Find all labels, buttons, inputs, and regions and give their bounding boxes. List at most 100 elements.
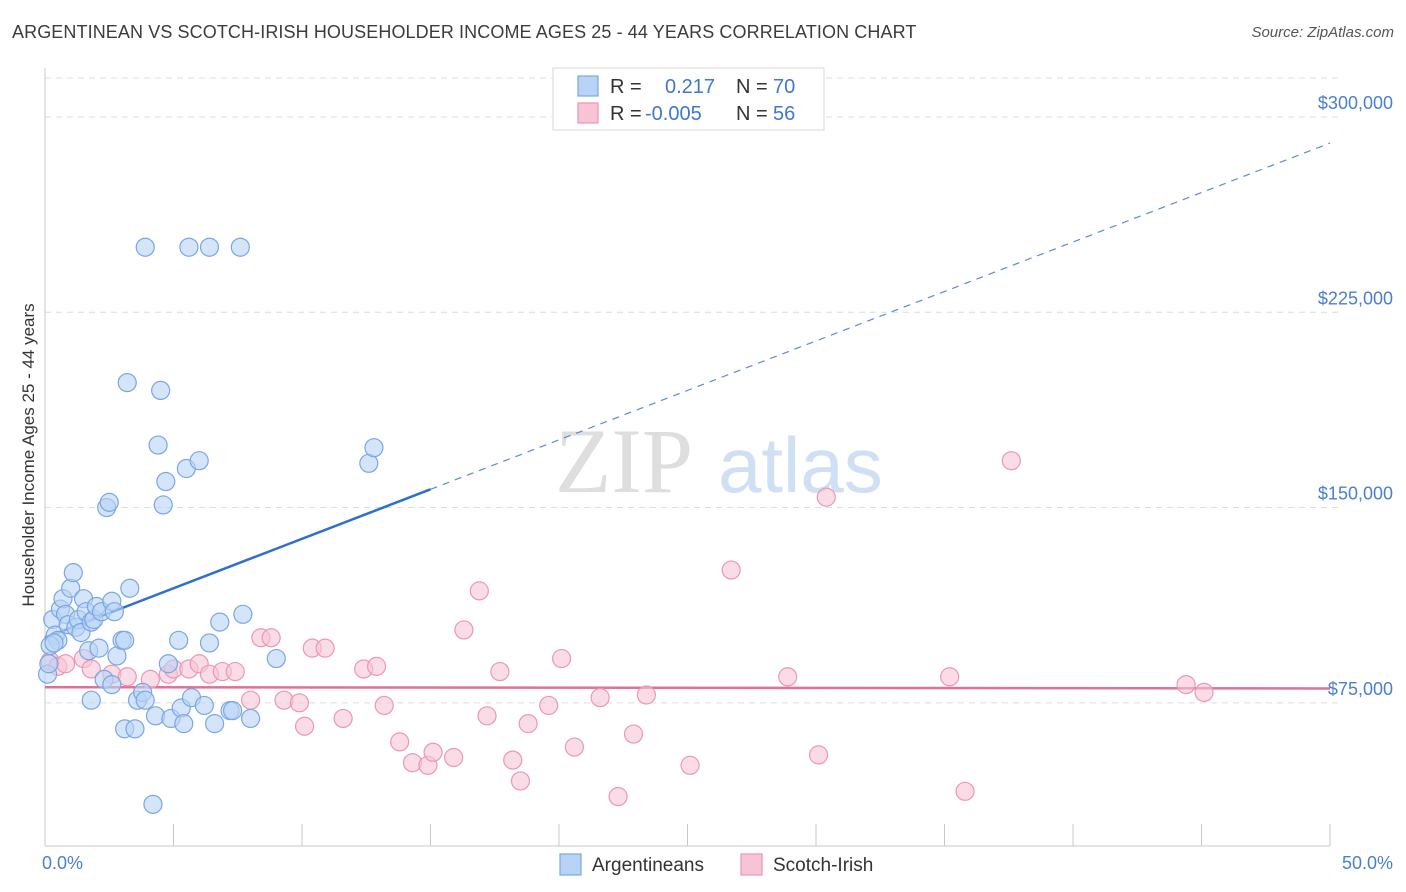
axes <box>44 68 1331 847</box>
scotch-irish-point-47 <box>721 560 741 580</box>
scotch-irish-point-22 <box>315 638 335 658</box>
argentinean-point-28 <box>120 578 140 598</box>
bottom-legend-scotch-irish: Scotch-Irish <box>773 855 873 876</box>
argentinean-point-27 <box>115 630 135 650</box>
scotch-irish-point-46 <box>680 755 700 775</box>
scotch-irish-point-2 <box>55 654 76 674</box>
correlation-legend: R = 0.217 N = 70 R = -0.005 N = 56 <box>552 67 825 131</box>
scotch-irish-point-33 <box>469 581 489 601</box>
scotch-irish-point-30 <box>423 742 443 762</box>
argentinean-point-62 <box>241 708 261 729</box>
scotch-irish-point-32 <box>454 620 474 640</box>
argentinean-point-61 <box>233 604 253 624</box>
legend-r-label-1: R = <box>610 76 642 98</box>
argentinean-point-60 <box>223 701 243 721</box>
scotch-irish-point-44 <box>623 724 644 744</box>
scotch-irish-point-49 <box>808 745 829 765</box>
argentinean-point-9 <box>63 563 83 583</box>
argentinean-point-35 <box>179 237 199 257</box>
scotch-irish-point-19 <box>289 693 310 713</box>
scotch-irish-point-43 <box>608 786 628 807</box>
legend-n-value-1: 70 <box>773 76 795 98</box>
argentinean-point-37 <box>230 237 250 257</box>
legend-r-label-2: R = <box>610 103 642 125</box>
scotch-irish-point-14 <box>225 661 245 682</box>
scotch-irish-point-53 <box>1001 451 1021 471</box>
legend-swatch-argentineans <box>577 75 599 97</box>
scotch-irish-point-26 <box>374 695 394 716</box>
argentinean-point-34 <box>156 471 176 492</box>
scotch-irish-trend <box>44 685 1331 690</box>
scotch-irish-point-41 <box>564 737 585 757</box>
scotch-irish-point-40 <box>551 648 572 669</box>
legend-n-value-2: 56 <box>773 103 795 125</box>
argentinean-point-19 <box>89 638 109 658</box>
argentinean-point-51 <box>169 630 189 650</box>
scotch-irish-point-37 <box>510 771 531 791</box>
scotch-irish-point-6 <box>117 667 137 687</box>
bottom-swatch-scotch-irish <box>740 853 763 876</box>
argentinean-point-47 <box>135 690 155 710</box>
watermark-atlas: atlas <box>718 421 883 509</box>
y-tick-label-0: $75,000 <box>1328 679 1393 699</box>
scotch-irish-point-51 <box>940 667 960 687</box>
argentinean-point-30 <box>135 237 155 257</box>
scotch-irish-point-36 <box>503 750 523 770</box>
argentinean-point-56 <box>205 714 225 734</box>
argentinean-point-68 <box>39 654 59 674</box>
source-credit: Source: ZipAtlas.com <box>1251 24 1394 41</box>
bottom-legend-argentineans: Argentineans <box>592 855 704 876</box>
argentinean-point-32 <box>151 380 171 401</box>
argentinean-point-57 <box>210 612 230 632</box>
legend-n-label-2: N = <box>736 103 768 125</box>
y-tick-label-1: $150,000 <box>1318 484 1393 504</box>
legend-r-value-2: -0.005 <box>645 103 702 125</box>
argentinean-point-55 <box>194 695 214 716</box>
argentinean-point-63 <box>266 648 286 669</box>
argentinean-point-65 <box>364 438 384 458</box>
legend-swatch-scotch-irish <box>577 102 599 124</box>
argentinean-point-33 <box>153 495 173 515</box>
argentinean-point-66 <box>143 794 163 814</box>
scotch-irish-point-27 <box>390 732 410 752</box>
argentinean-point-44 <box>125 719 145 739</box>
legend-r-value-1: 0.217 <box>665 76 715 98</box>
argentinean-point-49 <box>158 654 178 674</box>
x-tick-label-max: 50.0% <box>1342 853 1393 873</box>
scotch-irish-point-25 <box>366 656 387 676</box>
argentinean-point-53 <box>174 714 194 734</box>
scotch-irish-point-23 <box>333 708 353 729</box>
argentinean-point-42 <box>81 690 101 710</box>
argentinean-point-41 <box>102 674 122 695</box>
scotch-irish-point-52 <box>955 781 975 801</box>
scotch-irish-point-35 <box>490 661 510 682</box>
scotch-irish-point-42 <box>590 688 610 708</box>
scotch-irish-point-50 <box>816 487 836 507</box>
scotch-irish-point-20 <box>294 716 315 736</box>
y-tick-label-3: $300,000 <box>1318 93 1393 113</box>
y-tick-label-2: $225,000 <box>1318 288 1393 308</box>
argentinean-point-29 <box>117 372 137 393</box>
argentinean-point-24 <box>104 602 124 622</box>
argentinean-trend-dashed <box>430 142 1331 490</box>
scotch-irish-point-45 <box>636 685 656 705</box>
scotch-irish-point-34 <box>477 706 497 726</box>
scotch-irish-point-15 <box>241 690 261 710</box>
scotch-irish-point-39 <box>539 695 559 716</box>
scotch-irish-point-54 <box>1176 674 1196 695</box>
argentinean-points <box>37 237 384 814</box>
argentinean-point-39 <box>189 451 209 471</box>
y-tick-labels: $75,000 $150,000 $225,000 $300,000 <box>1318 93 1393 699</box>
x-tick-label-min: 0.0% <box>42 853 83 873</box>
chart-title: ARGENTINEAN VS SCOTCH-IRISH HOUSEHOLDER … <box>12 22 917 42</box>
scotch-irish-point-17 <box>261 628 281 648</box>
series-legend: Argentineans Scotch-Irish <box>559 853 873 876</box>
scotch-irish-point-31 <box>444 747 464 768</box>
legend-n-label-1: N = <box>736 76 768 98</box>
bottom-swatch-argentineans <box>559 853 582 876</box>
y-axis-label: Householder Income Ages 25 - 44 years <box>19 303 38 606</box>
argentinean-point-22 <box>99 492 119 512</box>
argentinean-point-36 <box>199 237 220 257</box>
argentinean-point-58 <box>199 633 220 653</box>
